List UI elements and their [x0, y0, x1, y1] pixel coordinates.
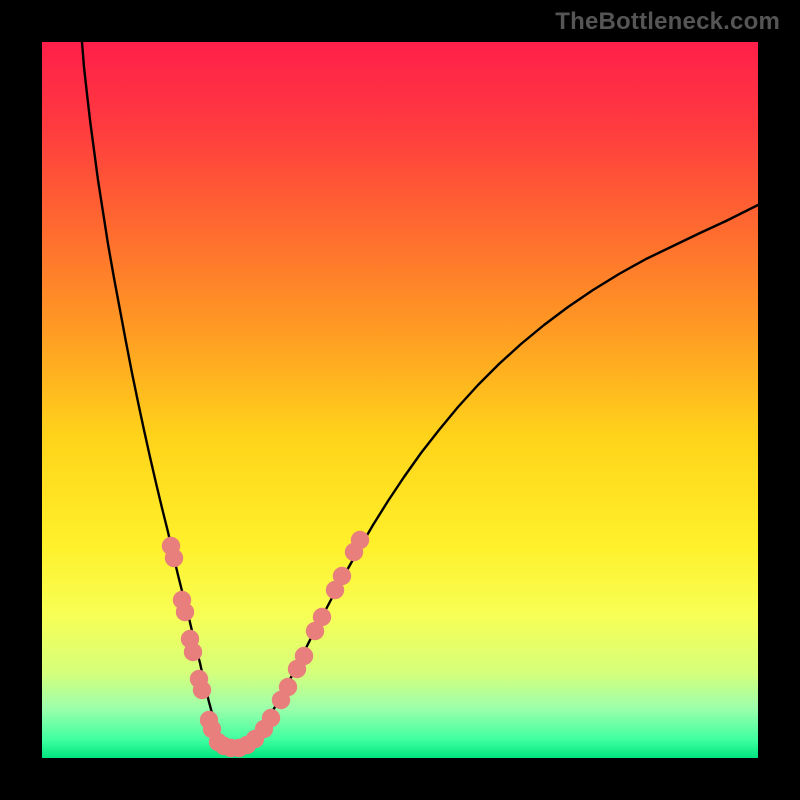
curve-marker	[193, 681, 211, 699]
watermark-text: TheBottleneck.com	[555, 8, 780, 36]
curve-marker	[184, 643, 202, 661]
curve-marker	[262, 709, 280, 727]
curve-marker	[351, 531, 369, 549]
bottleneck-curve-chart	[0, 0, 800, 800]
curve-marker	[295, 647, 313, 665]
curve-marker	[176, 603, 194, 621]
curve-marker	[165, 549, 183, 567]
curve-marker	[333, 567, 351, 585]
curve-marker	[313, 608, 331, 626]
curve-marker	[279, 678, 297, 696]
chart-stage: { "canvas": { "width": 800, "height": 80…	[0, 0, 800, 800]
heat-gradient-area	[42, 42, 758, 758]
